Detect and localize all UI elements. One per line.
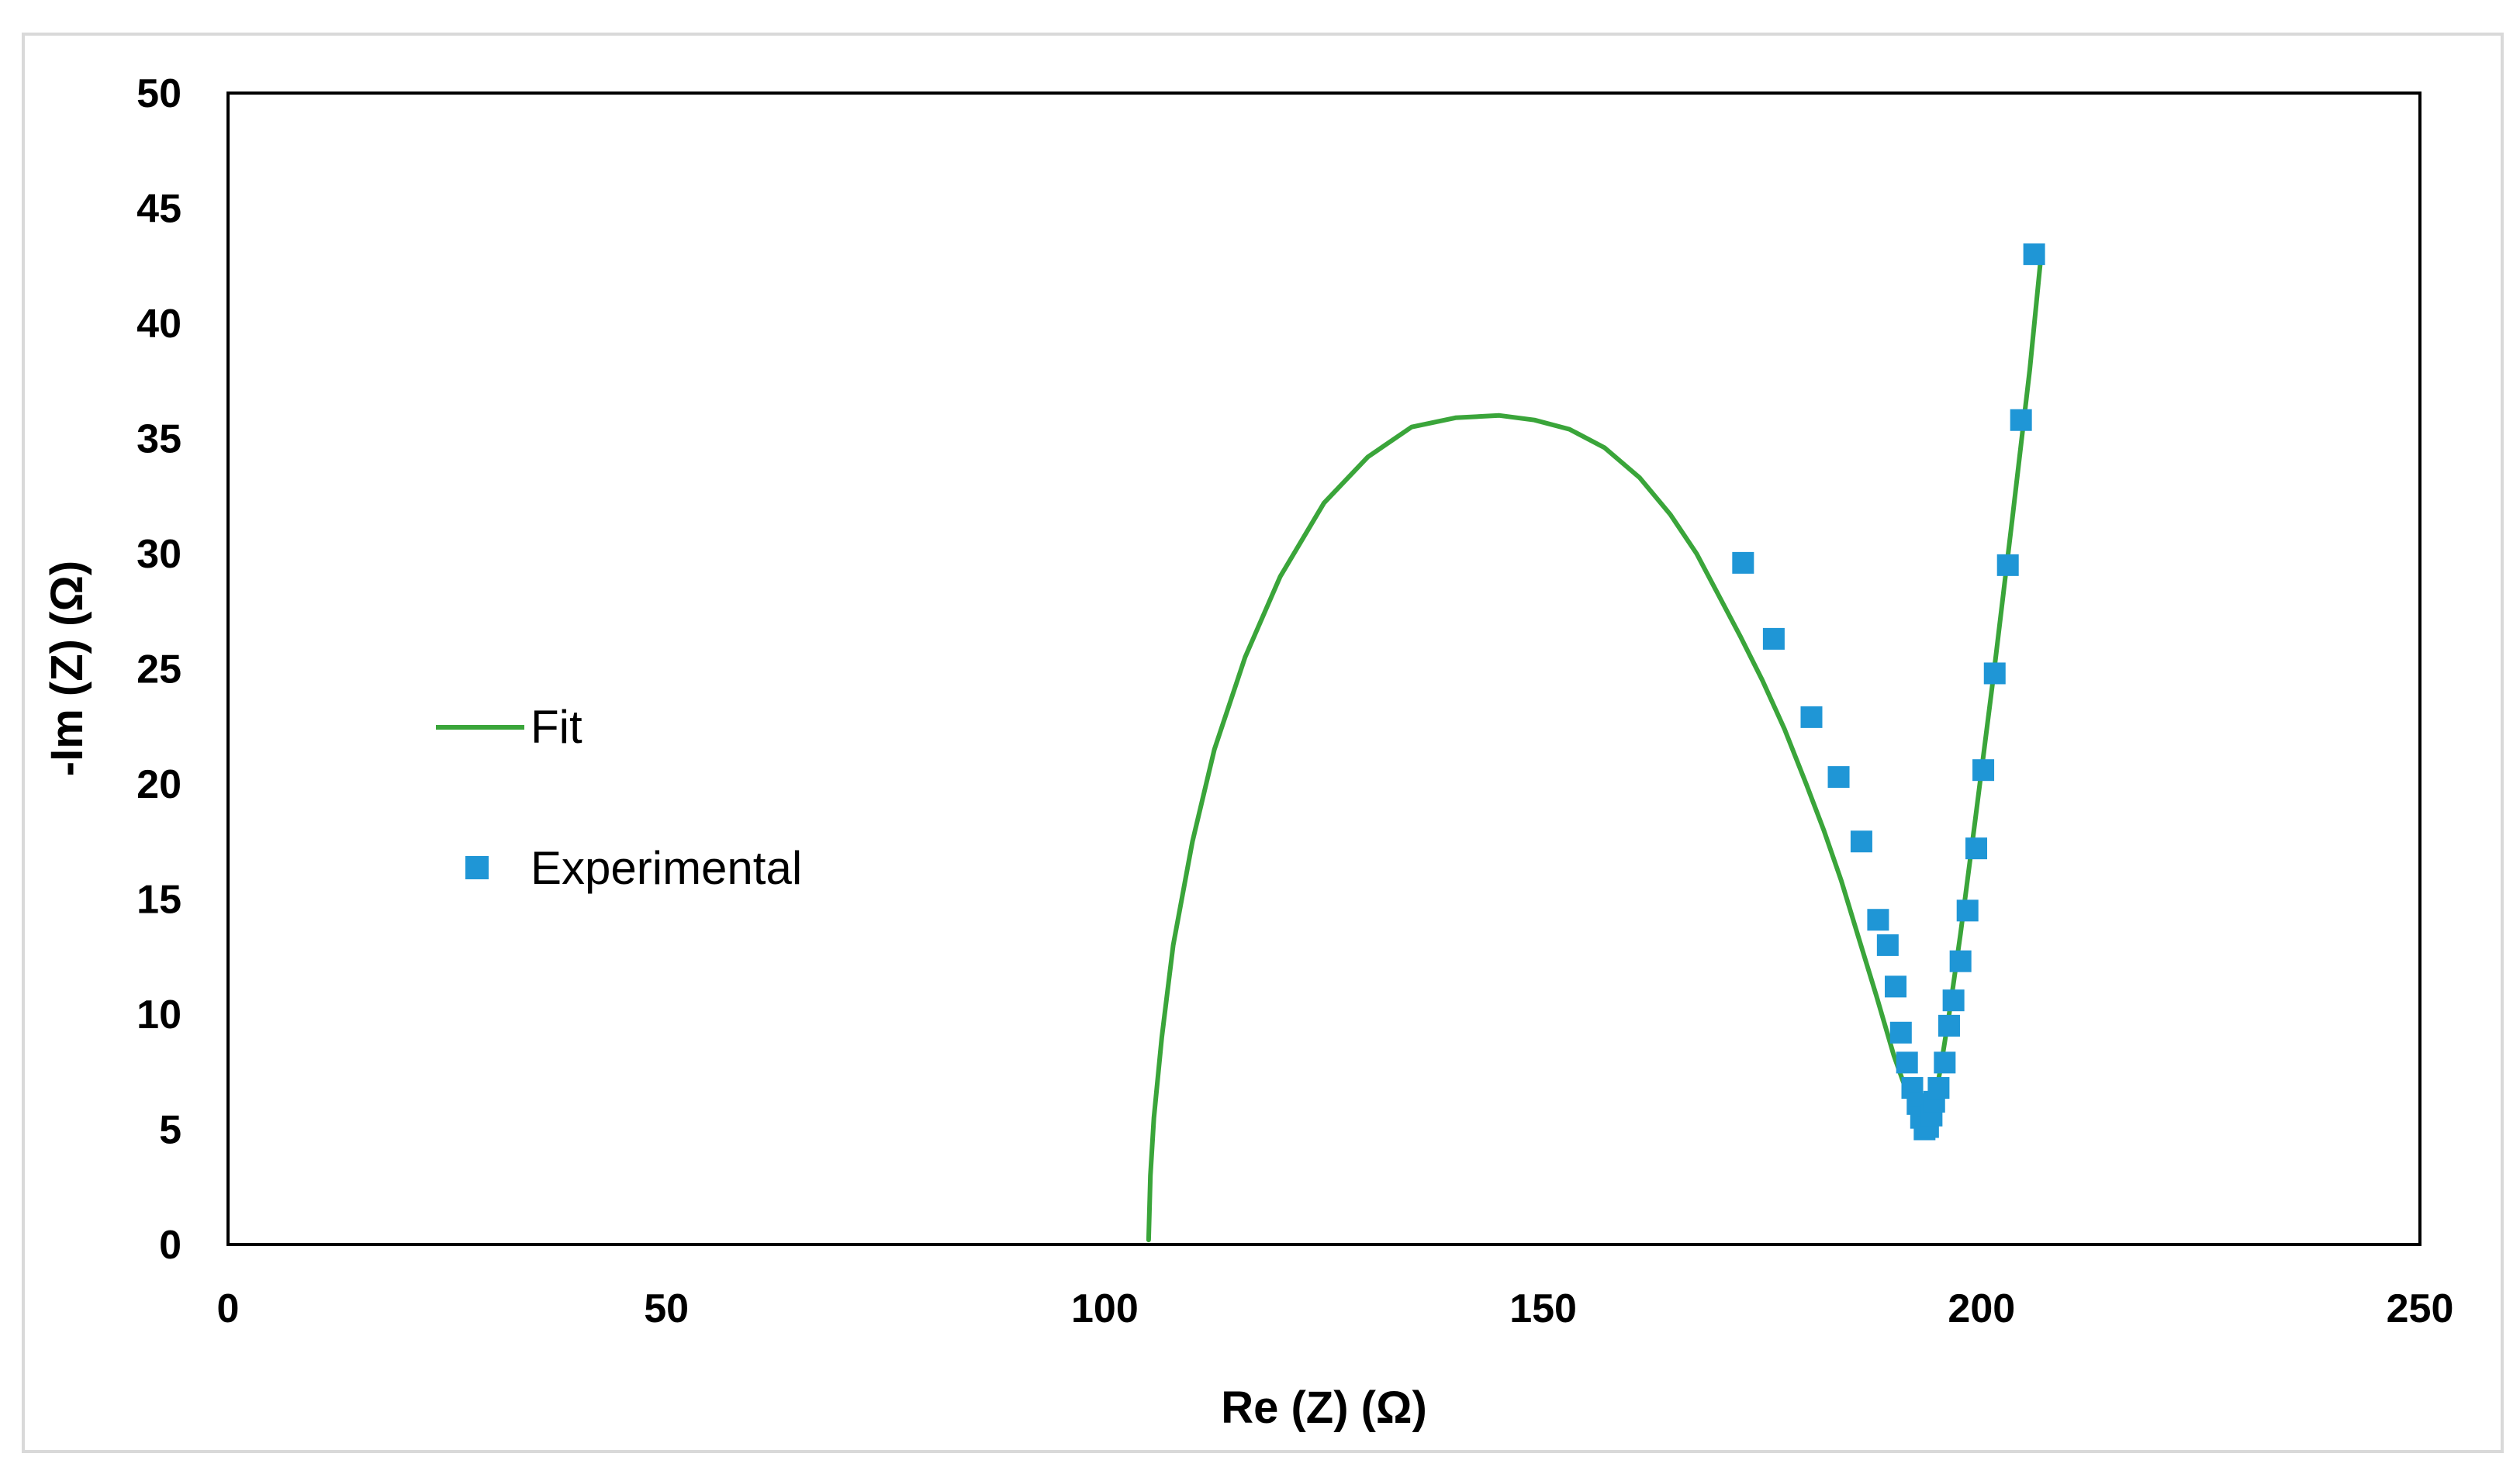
experimental-point — [1996, 554, 2019, 576]
x-tick-label: 100 — [1071, 1286, 1139, 1331]
y-tick-label: 45 — [137, 187, 181, 232]
y-tick-label: 40 — [137, 302, 181, 347]
experimental-point — [1927, 1077, 1950, 1100]
plot-area — [226, 91, 2421, 1246]
experimental-point — [1965, 837, 1988, 860]
experimental-point — [1827, 766, 1850, 789]
experimental-point — [1938, 1014, 1960, 1037]
experimental-point — [1850, 830, 1872, 853]
y-tick-label: 0 — [159, 1223, 181, 1268]
experimental-point — [1983, 662, 2006, 685]
plot-series — [1146, 243, 2045, 1243]
experimental-point — [1942, 989, 1965, 1012]
x-tick-label: 0 — [217, 1286, 240, 1331]
experimental-point — [1896, 1051, 1918, 1074]
experimental-point — [1800, 706, 1823, 728]
legend-experimental-label: Experimental — [531, 842, 802, 894]
experimental-point — [1972, 759, 1995, 782]
experimental-point — [1934, 1051, 1956, 1074]
y-tick-label: 50 — [137, 71, 181, 116]
x-tick-label: 250 — [2387, 1286, 2454, 1331]
experimental-point — [1956, 899, 1979, 922]
x-axis-title: Re (Z) (Ω) — [1221, 1383, 1427, 1433]
y-tick-label: 30 — [137, 532, 181, 577]
x-tick-label: 50 — [644, 1286, 689, 1331]
y-tick-label: 10 — [137, 993, 181, 1037]
x-tick-label: 150 — [1509, 1286, 1577, 1331]
experimental-point — [1876, 934, 1899, 956]
y-tick-label: 15 — [137, 878, 181, 923]
experimental-point — [1732, 551, 1754, 574]
x-tick-label: 200 — [1948, 1286, 2015, 1331]
y-tick-label: 35 — [137, 417, 181, 462]
legend: Fit Experimental — [436, 701, 802, 894]
y-axis-title: -Im (Z) (Ω) — [42, 561, 92, 776]
experimental-point — [1885, 975, 1907, 998]
y-tick-label: 25 — [137, 647, 181, 692]
experimental-point — [1889, 1021, 1912, 1044]
experimental-point — [2010, 409, 2032, 431]
legend-experimental-swatch — [465, 856, 489, 879]
y-tick-label: 5 — [159, 1108, 181, 1153]
y-tick-label: 20 — [137, 762, 181, 807]
experimental-point — [2023, 243, 2045, 265]
tick-labels: 0 50 100 150 200 250 0 5 10 15 20 25 30 35 40 45 50 — [137, 71, 2453, 1331]
experimental-point — [1867, 909, 1889, 931]
legend-fit-label: Fit — [531, 701, 582, 753]
experimental-point — [1949, 950, 1972, 972]
experimental-point — [1762, 627, 1785, 650]
